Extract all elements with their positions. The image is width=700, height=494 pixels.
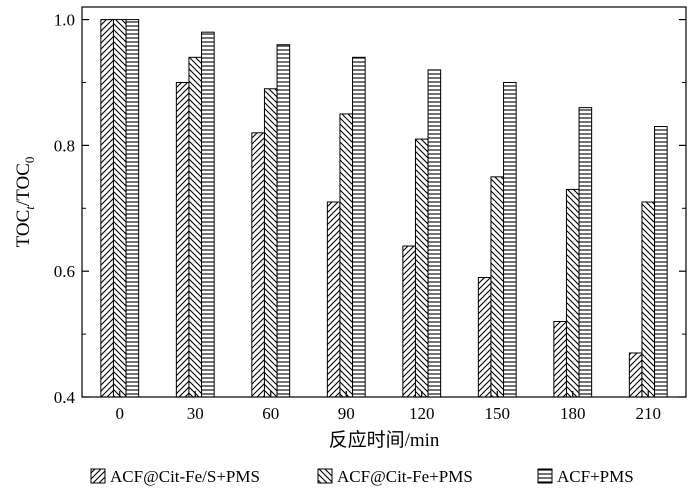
x-tick-label: 180 — [560, 404, 586, 423]
x-axis-label: 反应时间/min — [329, 429, 440, 451]
bar-diag-down-90 — [339, 113, 354, 398]
legend-swatch-diag-down — [317, 468, 333, 484]
legend-swatch-horizontal — [537, 468, 553, 484]
y-axis: 0.4 0.6 0.8 1.0 — [54, 11, 686, 407]
bar-diag-down-150 — [490, 176, 505, 398]
x-tick-label: 90 — [338, 404, 355, 423]
plot-frame — [81, 6, 687, 398]
legend-label: ACF+PMS — [557, 467, 634, 486]
x-tick-label: 120 — [409, 404, 435, 423]
legend: ACF@Cit-Fe/S+PMS ACF@Cit-Fe+PMS ACF+PMS — [90, 467, 634, 486]
x-tick-label: 0 — [116, 404, 125, 423]
bar-diag-up-120 — [402, 245, 416, 398]
y-tick-label: 0.4 — [54, 388, 76, 407]
bar-diag-up-90 — [326, 201, 341, 398]
bar-horizontal-30 — [201, 31, 215, 398]
bar-horizontal-60 — [276, 44, 291, 398]
bar-diag-up-180 — [553, 321, 567, 398]
bar-horizontal-180 — [578, 107, 593, 398]
bar-diag-up-30 — [175, 81, 190, 398]
bar-horizontal-0 — [125, 19, 140, 398]
bar-diag-up-0 — [100, 19, 114, 398]
bar-diag-down-120 — [414, 138, 429, 398]
y-label-sub-0: 0 — [22, 157, 37, 164]
x-tick-label: 30 — [187, 404, 204, 423]
x-tick-label: 150 — [485, 404, 511, 423]
bar-diag-up-150 — [477, 276, 492, 398]
bar-horizontal-90 — [352, 56, 366, 398]
bar-horizontal-210 — [654, 126, 668, 398]
bar-horizontal-120 — [427, 69, 442, 398]
legend-label: ACF@Cit-Fe+PMS — [337, 467, 473, 486]
y-axis-label: TOCt/TOC0 — [13, 157, 37, 248]
bar-diag-up-210 — [628, 352, 643, 398]
bar-diag-down-210 — [641, 201, 656, 398]
bar-diag-down-30 — [188, 56, 203, 398]
legend-label: ACF@Cit-Fe/S+PMS — [110, 467, 260, 486]
bar-diag-down-180 — [565, 188, 580, 398]
y-tick-label: 0.6 — [54, 262, 75, 281]
bar-diag-up-60 — [251, 132, 265, 398]
y-label-base: TOC — [13, 210, 34, 248]
bar-horizontal-150 — [503, 81, 517, 398]
bar-diag-down-60 — [263, 88, 278, 398]
y-label-sep: /TOC — [13, 163, 34, 206]
legend-swatch-diag-up — [90, 468, 106, 484]
bar-diag-down-0 — [112, 19, 127, 398]
x-tick-label: 60 — [262, 404, 279, 423]
y-tick-label: 1.0 — [54, 11, 75, 30]
bars-group — [100, 19, 668, 398]
y-label-sub-t: t — [22, 206, 37, 210]
x-axis: 0 30 60 90 120 150 180 210 — [116, 391, 662, 423]
x-tick-label: 210 — [636, 404, 662, 423]
y-tick-label: 0.8 — [54, 136, 75, 155]
